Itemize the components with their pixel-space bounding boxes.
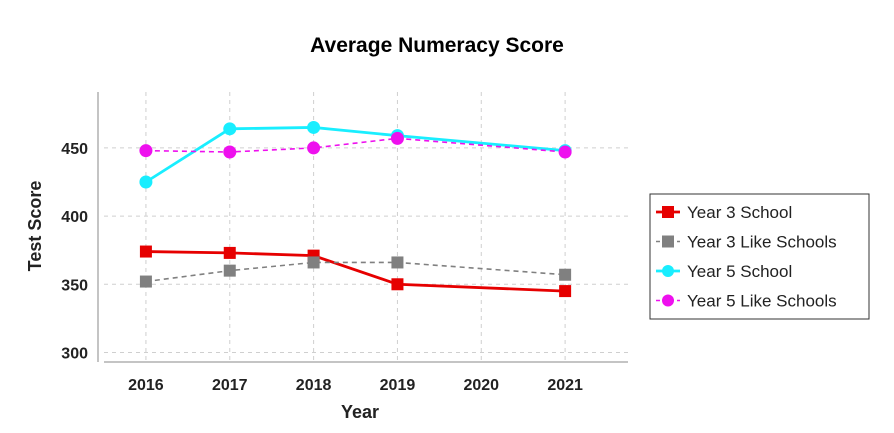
legend-label-year-3-like-schools: Year 3 Like Schools — [687, 233, 837, 252]
data-point-year-5-school-2018 — [307, 120, 321, 134]
data-point-year-5-like-schools-2018 — [307, 141, 321, 155]
chart-title: Average Numeracy Score — [310, 34, 564, 57]
series-year-3-school — [139, 245, 572, 298]
data-point-year-3-school-2017 — [223, 246, 236, 259]
legend-marker-year-3-like-schools — [662, 235, 674, 248]
x-tick-label-2017: 2017 — [212, 377, 248, 394]
data-point-year-3-school-2016 — [139, 245, 152, 258]
legend-marker-year-5-school — [662, 265, 674, 277]
data-point-year-3-like-schools-2019 — [391, 256, 404, 269]
data-point-year-3-school-2019 — [391, 278, 404, 291]
data-point-year-5-like-schools-2021 — [558, 145, 572, 159]
legend-label-year-5-like-schools: Year 5 Like Schools — [687, 292, 837, 311]
data-point-year-5-school-2016 — [139, 175, 153, 189]
legend-label-year-3-school: Year 3 School — [687, 203, 792, 222]
x-tick-label-2020: 2020 — [463, 377, 499, 394]
legend-item-year-5-like-schools: Year 5 Like Schools — [656, 292, 837, 311]
legend: Year 3 School Year 3 Like Schools Year 5 S… — [649, 193, 870, 320]
data-point-year-5-like-schools-2019 — [390, 131, 404, 145]
x-axis-label: Year — [341, 402, 379, 422]
data-point-year-5-school-2017 — [223, 122, 237, 136]
series-year-3-like-schools — [139, 256, 572, 288]
series-group — [139, 120, 572, 298]
data-point-year-3-like-schools-2017 — [223, 264, 236, 277]
series-line-year-5-like-schools — [145, 137, 566, 153]
y-axis-label: Test Score — [25, 181, 45, 272]
y-tick-label-400: 400 — [61, 209, 88, 226]
data-point-year-3-school-2018 — [307, 249, 320, 262]
series-year-5-school — [139, 120, 572, 189]
x-tick-label-2018: 2018 — [296, 377, 332, 394]
x-tick-label-2016: 2016 — [128, 377, 164, 394]
y-tick-labels: 300 350 400 450 — [61, 141, 88, 363]
series-line-year-3-like-schools — [145, 261, 566, 283]
series-year-5-like-schools — [139, 131, 572, 159]
y-tick-label-450: 450 — [61, 141, 88, 158]
data-point-year-5-like-schools-2016 — [139, 144, 153, 158]
legend-item-year-3-like-schools: Year 3 Like Schools — [656, 233, 837, 252]
data-point-year-3-school-2021 — [559, 285, 572, 298]
legend-box — [649, 193, 870, 320]
legend-item-year-5-school: Year 5 School — [656, 262, 792, 281]
x-tick-label-2019: 2019 — [380, 377, 416, 394]
grid — [104, 92, 628, 362]
y-tick-label-300: 300 — [61, 345, 88, 362]
x-tick-labels: 2016 2017 2018 2019 2020 2021 — [128, 377, 583, 394]
series-line-year-3-school — [145, 250, 566, 293]
legend-marker-year-5-like-schools — [662, 294, 674, 307]
x-tick-label-2021: 2021 — [547, 377, 583, 394]
y-tick-label-350: 350 — [61, 277, 88, 294]
data-point-year-3-like-schools-2021 — [559, 268, 572, 281]
data-point-year-3-like-schools-2016 — [139, 275, 152, 288]
legend-item-year-3-school: Year 3 School — [656, 203, 792, 222]
data-point-year-3-like-schools-2018 — [307, 256, 320, 269]
data-point-year-5-like-schools-2017 — [223, 145, 237, 159]
legend-label-year-5-school: Year 5 School — [687, 262, 792, 281]
series-line-year-5-school — [145, 126, 566, 184]
legend-marker-year-3-school — [662, 206, 674, 218]
